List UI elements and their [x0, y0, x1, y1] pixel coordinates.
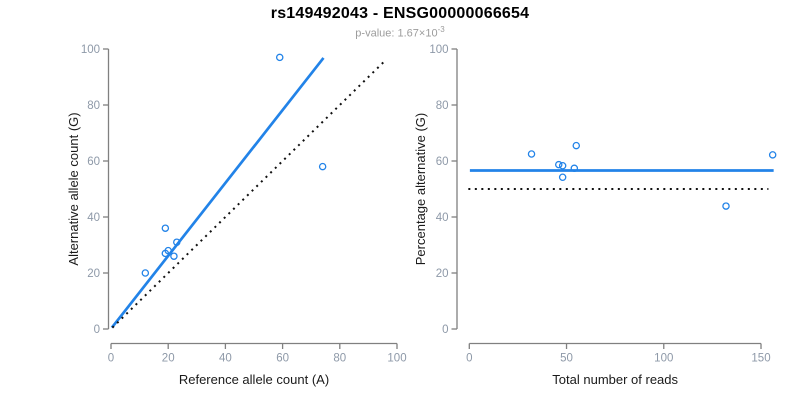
data-point — [570, 164, 579, 173]
y-tick-label: 60 — [436, 156, 449, 168]
data-point — [722, 202, 730, 210]
p-value-exponent: -3 — [437, 25, 445, 34]
x-tick-label: 0 — [466, 353, 472, 365]
right-plot: 0 20 40 60 80 100 0 50 100 150 Total number of rea… — [413, 44, 777, 387]
p-value-subtitle: p-value: 1.67×10-3 — [0, 25, 800, 40]
y-tick-label: 20 — [87, 268, 100, 280]
y-tick-label: 0 — [442, 324, 448, 336]
data-point — [164, 246, 172, 255]
y-tick-label: 80 — [436, 100, 449, 112]
y-tick-label: 100 — [429, 44, 448, 56]
y-tick-label: 100 — [81, 44, 100, 56]
data-point — [173, 238, 181, 246]
x-axis-title: Total number of reads — [552, 372, 678, 387]
y-tick-label: 40 — [87, 212, 100, 224]
x-tick-label: 100 — [387, 353, 406, 365]
page-title: rs149492043 - ENSG00000066654 — [270, 5, 530, 22]
x-tick-label: 40 — [219, 353, 232, 365]
y-tick-label: 0 — [94, 324, 100, 336]
data-point — [170, 252, 178, 260]
x-tick-label: 150 — [751, 353, 770, 365]
data-point — [318, 162, 327, 171]
x-axis-title: Reference allele count (A) — [179, 372, 329, 387]
x-tick-label: 100 — [654, 353, 673, 365]
data-point — [275, 53, 284, 62]
x-tick-label: 50 — [560, 353, 573, 365]
y-axis-title: Alternative allele count (G) — [66, 112, 81, 265]
y-tick-label: 20 — [436, 268, 449, 280]
y-axis-title: Percentage alternative (G) — [413, 113, 428, 265]
data-point — [161, 224, 170, 232]
identity-line — [111, 59, 387, 329]
data-point — [558, 173, 567, 181]
data-point — [555, 160, 563, 169]
x-tick-label: 60 — [276, 353, 289, 365]
regression-fit-line — [110, 57, 325, 329]
y-tick-label: 60 — [87, 156, 100, 168]
y-tick-label: 40 — [436, 212, 449, 224]
data-point — [558, 162, 567, 170]
data-point — [527, 150, 536, 158]
data-point — [141, 269, 150, 277]
left-plot: 0 20 40 60 80 100 0 20 40 60 80 100 Reference allele… — [66, 44, 407, 387]
y-tick-label: 80 — [87, 100, 100, 112]
x-tick-label: 80 — [333, 353, 346, 365]
x-tick-label: 20 — [162, 353, 175, 365]
x-tick-label: 0 — [108, 353, 114, 365]
data-point — [572, 141, 581, 150]
data-point — [768, 151, 777, 159]
p-value-text: p-value: 1.67×10 — [355, 27, 438, 40]
